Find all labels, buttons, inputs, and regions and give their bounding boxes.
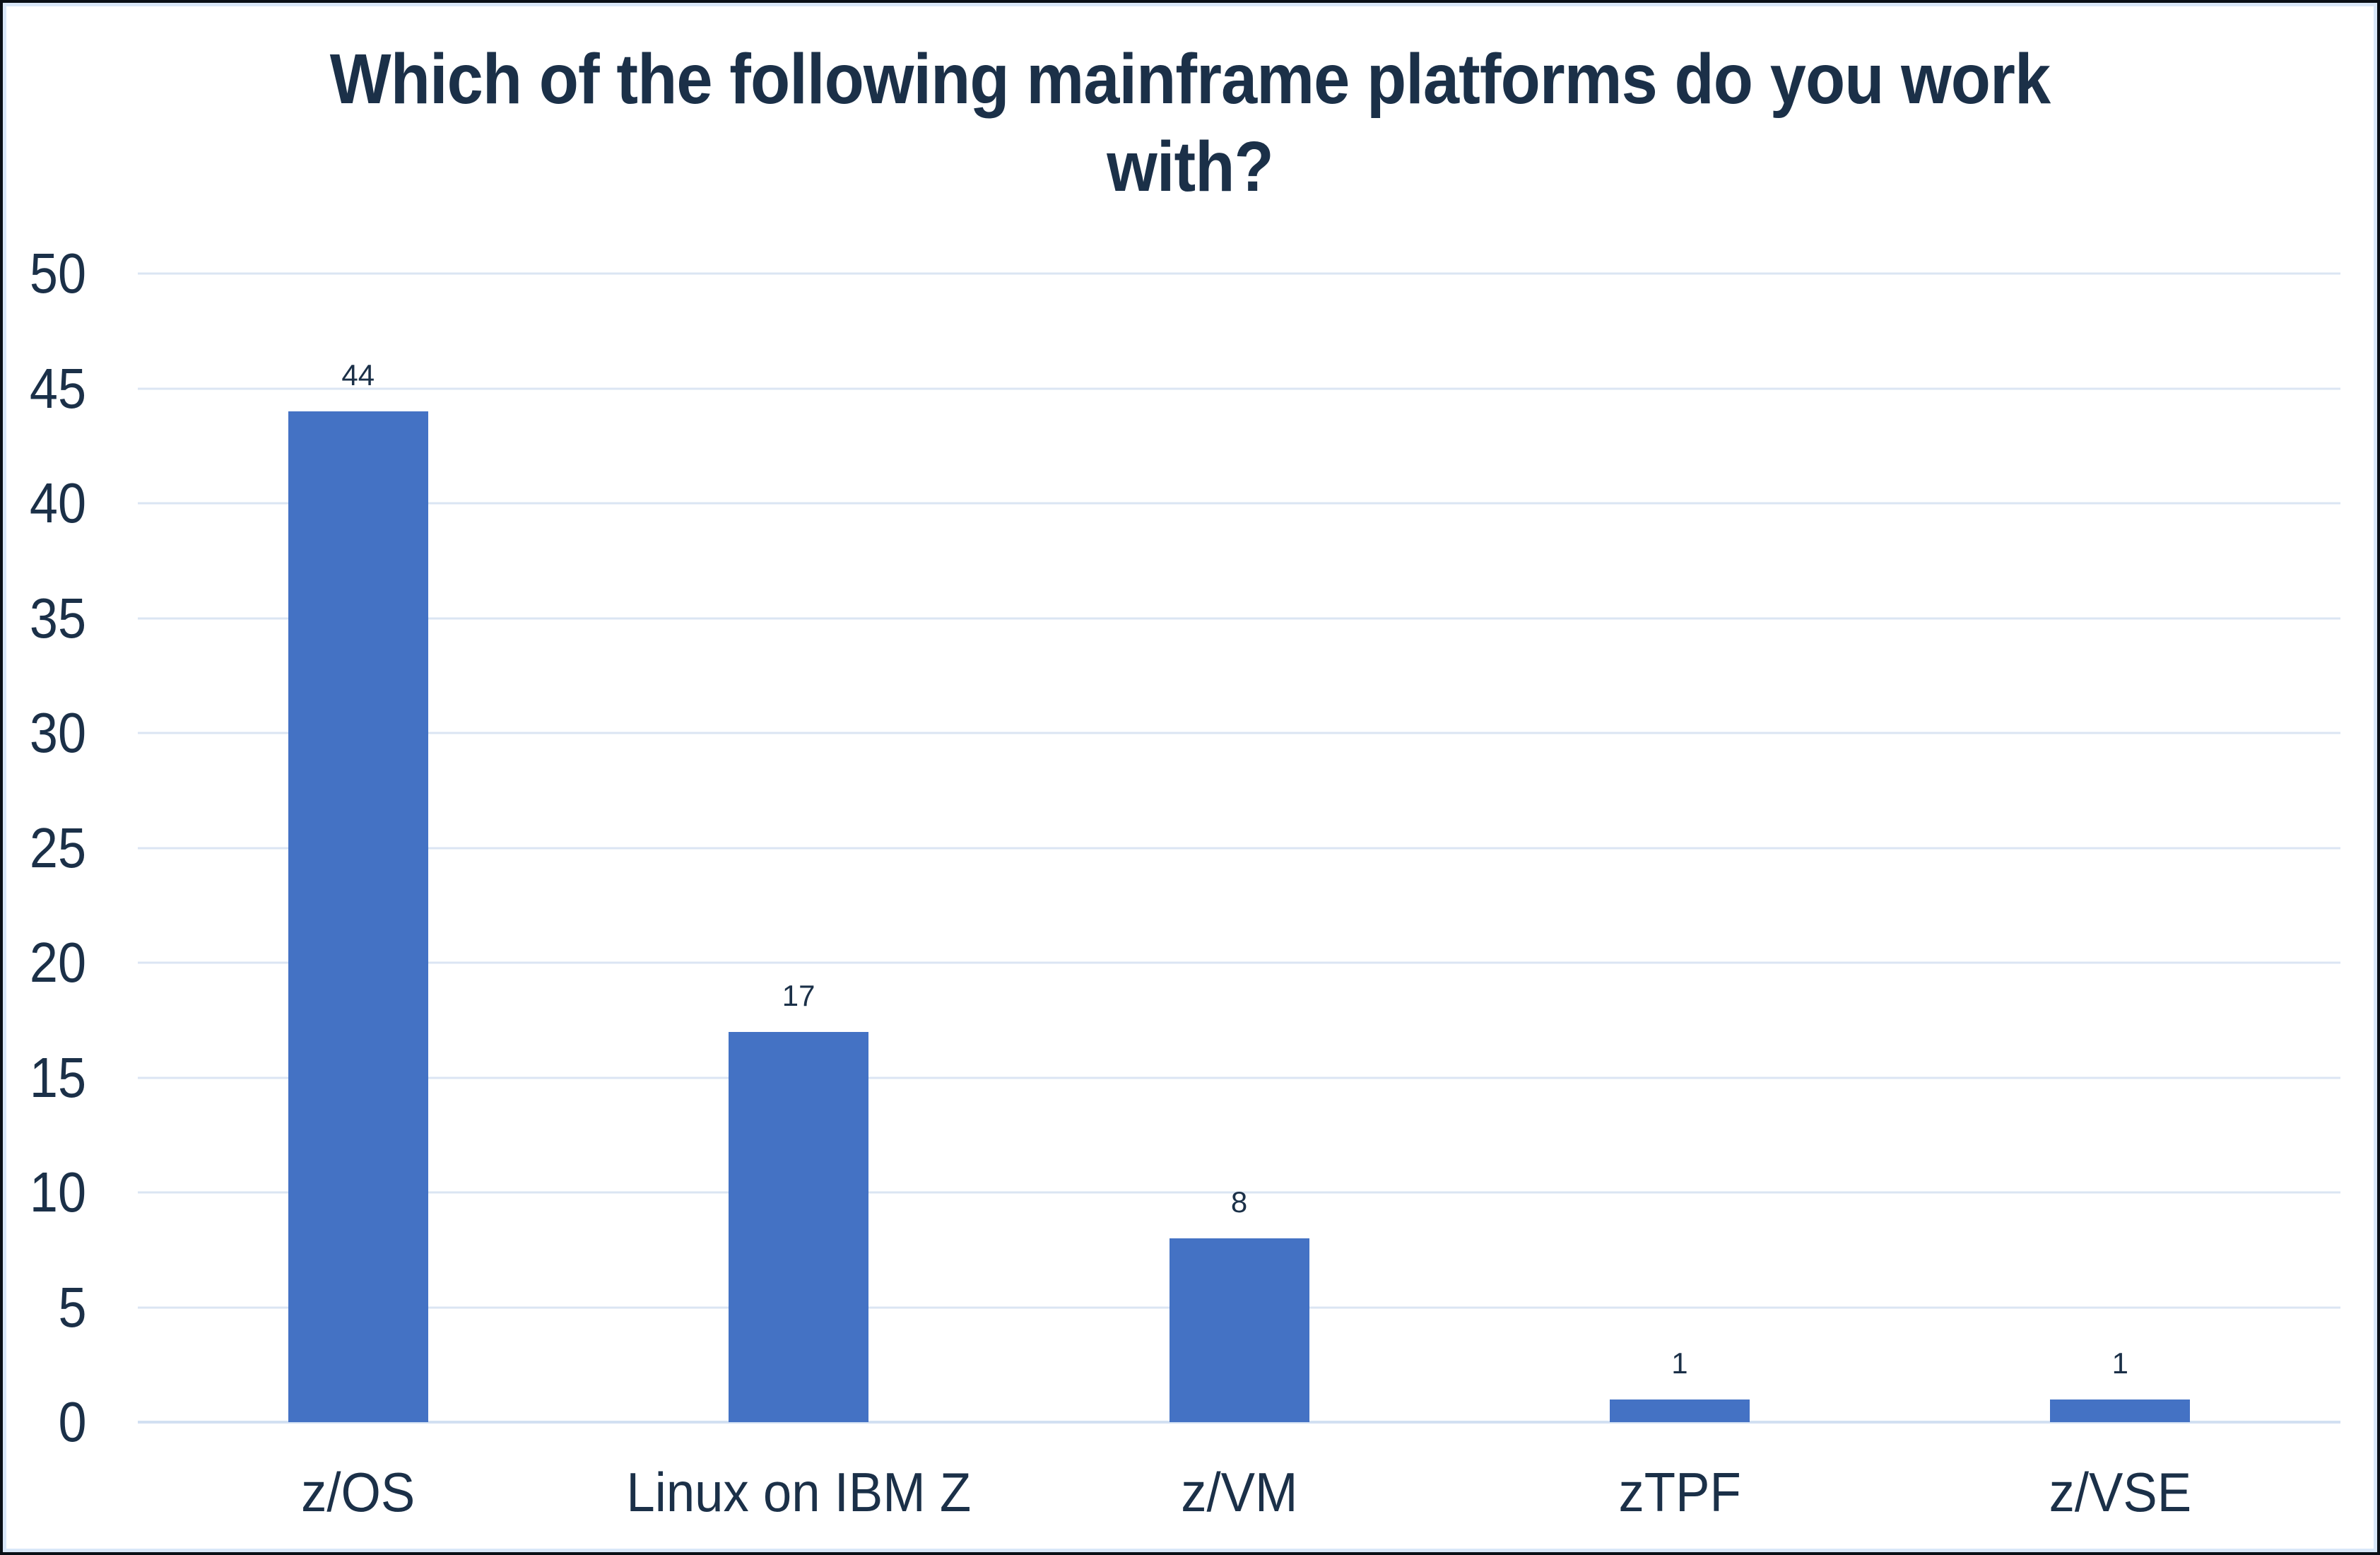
gridline-25 — [138, 847, 2340, 849]
y-tick-label-40: 40 — [29, 471, 86, 534]
x-tick-label-text: z/OS — [301, 1461, 416, 1523]
x-tick-label-z/VSE: z/VSE — [1900, 1453, 2340, 1531]
bar-value-z/VM: 8 — [1230, 1185, 1248, 1219]
y-tick-label-15: 15 — [29, 1045, 86, 1109]
y-tick-label-25: 25 — [29, 816, 86, 879]
bar-z/VM — [1169, 1238, 1309, 1422]
bar-value-Linux on IBM Z: 17 — [782, 978, 815, 1012]
y-tick-label-20: 20 — [29, 931, 86, 994]
x-tick-label-text: Linux on IBM Z — [626, 1461, 972, 1523]
bar-slot-zTPF: 1 — [1459, 274, 1899, 1422]
gridline-45 — [138, 387, 2340, 389]
bar-z/OS — [288, 411, 428, 1422]
bar-slot-z/VM: 8 — [1019, 274, 1459, 1422]
gridline-10 — [138, 1191, 2340, 1194]
x-tick-label-text: zTPF — [1618, 1461, 1741, 1523]
x-tick-label-Linux on IBM Z: Linux on IBM Z — [578, 1453, 1018, 1531]
gridline-50 — [138, 272, 2340, 275]
bar-slot-z/VSE: 1 — [1900, 274, 2340, 1422]
x-tick-label-z/OS: z/OS — [138, 1453, 578, 1531]
y-tick-label-5: 5 — [57, 1275, 86, 1339]
chart-title-line-2: with? — [1107, 127, 1273, 206]
plot-area: 44 17 8 1 1 — [138, 272, 2340, 1424]
y-tick-label-30: 30 — [29, 701, 86, 764]
bar-slot-Linux on IBM Z: 17 — [578, 274, 1018, 1422]
chart-title-line-1: Which of the following mainframe platfor… — [329, 40, 2051, 119]
x-tick-label-text: z/VM — [1180, 1461, 1298, 1523]
gridline-40 — [138, 502, 2340, 505]
x-tick-label-text: z/VSE — [2049, 1461, 2192, 1523]
bar-slot-z/OS: 44 — [138, 274, 578, 1422]
bar-z/VSE — [2050, 1399, 2191, 1422]
bar-value-zTPF: 1 — [1671, 1346, 1688, 1380]
y-tick-label-10: 10 — [29, 1161, 86, 1224]
bars-layer: 44 17 8 1 1 — [138, 274, 2340, 1422]
gridline-20 — [138, 961, 2340, 964]
y-tick-label-35: 35 — [29, 586, 86, 650]
bar-zTPF — [1609, 1399, 1750, 1422]
x-tick-label-z/VM: z/VM — [1019, 1453, 1459, 1531]
y-tick-label-45: 45 — [29, 356, 86, 420]
x-tick-label-zTPF: zTPF — [1459, 1453, 1899, 1531]
x-axis: z/OS Linux on IBM Z z/VM zTPF z/VSE — [138, 1453, 2340, 1531]
gridline-0 — [138, 1421, 2340, 1424]
bar-value-z/OS: 44 — [341, 358, 375, 392]
gridline-35 — [138, 617, 2340, 619]
gridline-15 — [138, 1076, 2340, 1079]
y-tick-label-0: 0 — [57, 1390, 86, 1453]
y-tick-label-50: 50 — [29, 242, 86, 305]
y-axis: 0 5 10 15 20 25 30 35 40 45 50 — [0, 245, 113, 1450]
bar-value-z/VSE: 1 — [2111, 1346, 2129, 1380]
chart-title: Which of the following mainframe platfor… — [0, 35, 2380, 211]
gridline-30 — [138, 732, 2340, 734]
bar-Linux on IBM Z — [729, 1031, 869, 1422]
